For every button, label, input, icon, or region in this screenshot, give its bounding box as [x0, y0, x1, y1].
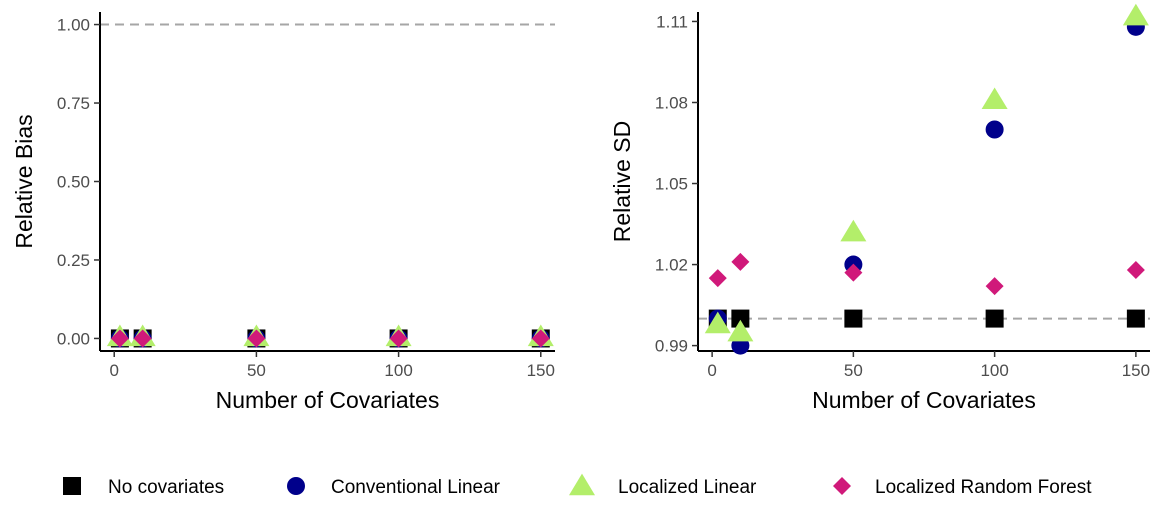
y-tick-label: 0.00 [57, 329, 90, 348]
data-point [981, 87, 1008, 110]
series-conventional-linear [110, 329, 550, 348]
legend-item: Conventional Linear [287, 477, 501, 498]
x-tick-label: 150 [1122, 361, 1150, 380]
x-tick-label: 0 [707, 361, 716, 380]
series-localized-random-forest [110, 329, 550, 348]
series-localized-linear [106, 324, 554, 347]
y-tick-label: 1.05 [655, 175, 688, 194]
series-conventional-linear [708, 17, 1145, 355]
y-tick-label: 0.99 [655, 337, 688, 356]
series-localized-random-forest [708, 252, 1145, 296]
data-point [247, 329, 266, 348]
data-point [731, 309, 750, 328]
legend-marker [63, 477, 81, 495]
data-point [1126, 309, 1145, 328]
x-tick-label: 0 [109, 361, 118, 380]
y-tick-label: 1.00 [57, 16, 90, 35]
x-axis-title: Number of Covariates [216, 387, 440, 413]
legend-item: Localized Random Forest [833, 477, 1092, 498]
y-tick-label: 0.75 [57, 94, 90, 113]
x-tick-label: 100 [384, 361, 412, 380]
legend: No covariates Conventional Linear Localize… [63, 473, 1092, 498]
x-axis-title: Number of Covariates [812, 387, 1036, 413]
legend-label: Localized Random Forest [875, 477, 1092, 498]
series-localized-linear [704, 3, 1149, 342]
data-point [844, 263, 863, 282]
relative-sd-panel: 0.99 1.02 1.05 1.08 1.11 0 50 100 150 Number of C… [609, 3, 1150, 413]
y-tick-label: 1.11 [656, 12, 688, 31]
data-point [704, 311, 731, 334]
data-point [1126, 260, 1145, 279]
legend-marker [569, 473, 595, 496]
data-point [985, 120, 1004, 139]
data-point [727, 319, 754, 342]
x-tick-label: 50 [247, 361, 266, 380]
legend-item: Localized Linear [569, 473, 757, 498]
data-point [731, 252, 750, 271]
x-tick-label: 150 [527, 361, 555, 380]
legend-label: No covariates [108, 477, 224, 498]
y-tick-label: 0.25 [57, 251, 90, 270]
legend-marker [287, 477, 305, 495]
legend-marker [833, 477, 851, 495]
data-point [110, 329, 129, 348]
x-tick-label: 100 [980, 361, 1008, 380]
data-point [133, 329, 152, 348]
legend-item: No covariates [63, 477, 224, 498]
y-axis-title: Relative Bias [11, 114, 37, 248]
series-no-covariates [110, 329, 550, 348]
relative-bias-panel: 0.00 0.25 0.50 0.75 1.00 0 50 100 150 Number of C… [11, 12, 555, 413]
data-point [985, 309, 1004, 328]
data-point [844, 309, 863, 328]
data-point [840, 219, 867, 242]
legend-label: Conventional Linear [331, 477, 501, 498]
data-point [985, 277, 1004, 296]
y-axis-title: Relative SD [609, 121, 635, 242]
y-tick-label: 1.02 [655, 256, 688, 275]
y-tick-label: 0.50 [57, 173, 90, 192]
data-point [389, 329, 408, 348]
legend-label: Localized Linear [618, 477, 757, 498]
data-point [708, 269, 727, 288]
data-point [531, 329, 550, 348]
data-point [1122, 3, 1149, 26]
x-tick-label: 50 [844, 361, 863, 380]
y-tick-label: 1.08 [655, 93, 688, 112]
